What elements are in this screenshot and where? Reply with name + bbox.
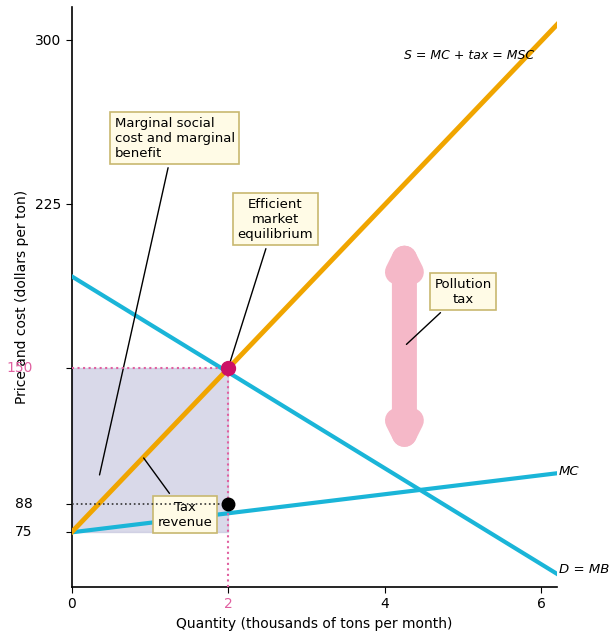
Text: 150: 150 — [6, 361, 33, 375]
Y-axis label: Price and cost (dollars per ton): Price and cost (dollars per ton) — [15, 190, 30, 404]
Text: Marginal social
cost and marginal
benefit: Marginal social cost and marginal benefi… — [100, 117, 235, 475]
Text: D = MB: D = MB — [559, 563, 609, 576]
Text: S = MC + tax = MSC: S = MC + tax = MSC — [403, 48, 533, 62]
Text: 75: 75 — [15, 525, 33, 539]
X-axis label: Quantity (thousands of tons per month): Quantity (thousands of tons per month) — [176, 617, 453, 631]
Text: Pollution
tax: Pollution tax — [407, 278, 492, 345]
Text: Efficient
market
equilibrium: Efficient market equilibrium — [229, 198, 313, 366]
Text: Tax
revenue: Tax revenue — [144, 458, 213, 529]
Text: 88: 88 — [15, 497, 33, 511]
Text: MC: MC — [559, 464, 579, 478]
